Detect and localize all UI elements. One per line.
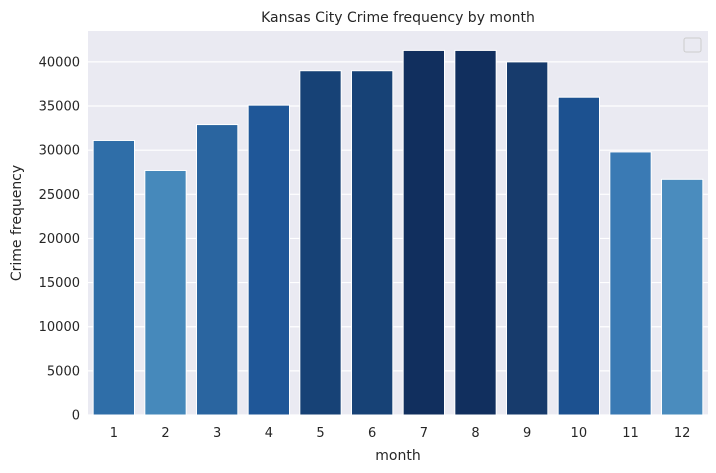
plot-area [88, 31, 708, 415]
y-tick-label: 0 [72, 409, 80, 424]
x-tick-label: 7 [420, 426, 428, 441]
bar-month-11 [609, 151, 652, 416]
y-tick-label: 15000 [39, 276, 80, 291]
bar-month-4 [247, 104, 291, 416]
bar-month-1 [92, 139, 135, 416]
x-tick-label: 11 [622, 426, 639, 441]
bar-month-12 [661, 178, 704, 416]
x-tick-label: 12 [674, 426, 691, 441]
x-tick-label: 5 [316, 426, 324, 441]
grid-lines [88, 61, 708, 416]
bar-month-7 [402, 49, 445, 416]
x-tick-label: 8 [471, 426, 479, 441]
bar-month-5 [299, 70, 342, 416]
x-tick-label: 10 [571, 426, 588, 441]
legend-box [683, 37, 702, 53]
bar-month-6 [351, 70, 394, 416]
bar-month-2 [144, 169, 187, 416]
x-tick-label: 2 [161, 426, 169, 441]
y-tick-labels: 0 5000 10000 15000 20000 25000 30000 35000 40000 [39, 55, 80, 423]
y-tick-label: 40000 [39, 55, 80, 70]
bar-month-8 [454, 49, 497, 416]
bars [92, 49, 704, 416]
chart-title: Kansas City Crime frequency by month [261, 10, 535, 26]
x-tick-label: 1 [110, 426, 118, 441]
y-tick-label: 5000 [47, 364, 80, 379]
x-axis-label: month [375, 448, 420, 464]
x-tick-label: 6 [368, 426, 376, 441]
bar-month-3 [196, 124, 239, 416]
x-tick-label: 4 [265, 426, 273, 441]
bar-month-10 [557, 96, 601, 416]
x-tick-label: 3 [213, 426, 221, 441]
bar-month-9 [506, 61, 549, 416]
y-tick-label: 25000 [39, 188, 80, 203]
x-tick-label: 9 [523, 426, 531, 441]
y-axis-label: Crime frequency [9, 165, 25, 281]
y-tick-label: 10000 [39, 320, 80, 335]
y-tick-label: 35000 [39, 100, 80, 115]
y-tick-label: 20000 [39, 232, 80, 247]
y-tick-label: 30000 [39, 144, 80, 159]
x-tick-labels: 1 2 3 4 5 6 7 8 9 10 11 12 [110, 426, 691, 441]
